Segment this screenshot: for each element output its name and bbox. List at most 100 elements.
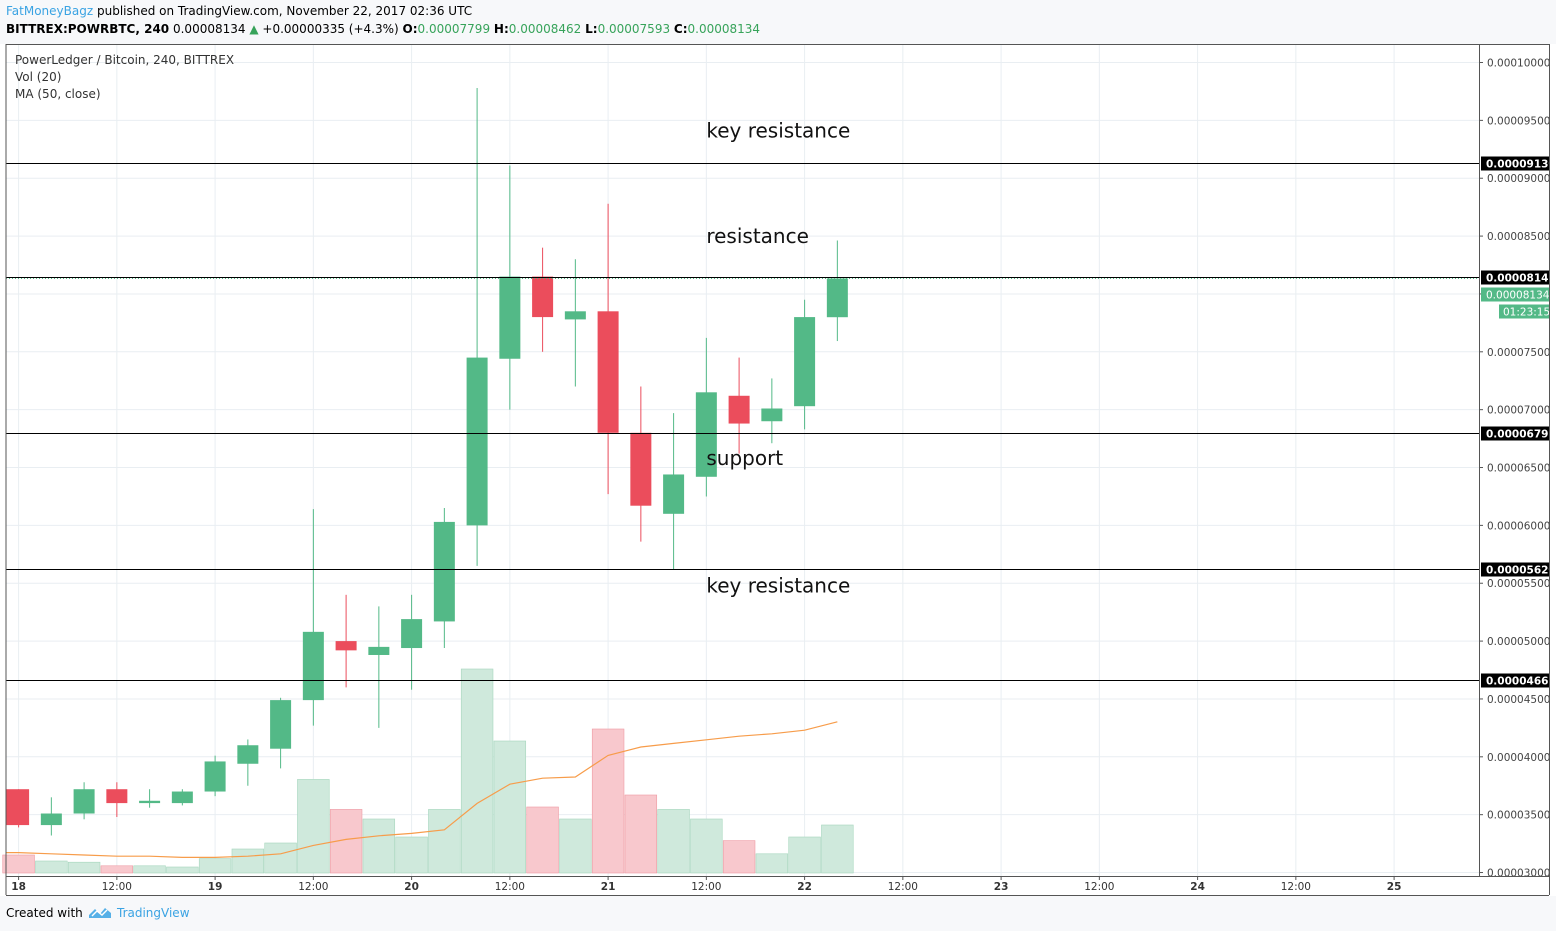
open-label: O: — [402, 22, 418, 36]
price-axis-background — [1479, 44, 1549, 876]
candle-body — [270, 700, 292, 749]
candle-body — [663, 474, 685, 514]
volume-bar — [559, 818, 592, 874]
candle-body — [499, 276, 521, 359]
candle-body — [826, 278, 848, 318]
high-label: H: — [493, 22, 509, 36]
candle-body — [630, 432, 652, 506]
candle-body — [597, 311, 619, 433]
volume-bar — [133, 865, 166, 874]
ma-legend: MA (50, close) — [15, 87, 101, 101]
volume-bar — [166, 866, 199, 874]
x-axis-tick-label: 12:00 — [1281, 881, 1311, 893]
candle-body — [695, 392, 717, 477]
volume-bar — [690, 818, 723, 874]
candle-body — [335, 641, 357, 651]
x-axis-tick-label: 21 — [601, 881, 616, 893]
chart-header: FatMoneyBagz published on TradingView.co… — [0, 0, 1556, 44]
symbol-label: BITTREX:POWRBTC, 240 — [6, 22, 170, 36]
countdown-tag-label: 01:23:15 — [1503, 307, 1550, 319]
chart-annotation-text: resistance — [706, 224, 809, 248]
y-axis-tick-label: 0.00003500 — [1487, 810, 1550, 822]
chart-title: PowerLedger / Bitcoin, 240, BITTREX — [15, 53, 235, 67]
low-value: 0.00007593 — [597, 22, 671, 36]
y-axis-tick-label: 0.00006500 — [1487, 463, 1550, 475]
up-arrow-icon: ▲ — [249, 22, 259, 36]
tradingview-logo-icon[interactable] — [88, 905, 112, 919]
candle-body — [6, 789, 30, 826]
y-axis-tick-label: 0.00010000 — [1487, 58, 1550, 70]
chart-annotation-text: key resistance — [706, 573, 850, 597]
volume-bar — [428, 809, 461, 874]
plot-background — [0, 44, 1556, 876]
candle-body — [106, 789, 128, 804]
volume-bar — [493, 740, 527, 874]
y-axis-tick-label: 0.00009000 — [1487, 173, 1550, 185]
author-link[interactable]: FatMoneyBagz — [6, 4, 94, 18]
volume-bar — [100, 865, 134, 874]
level-price-tag — [1481, 562, 1549, 577]
volume-bar — [395, 836, 428, 874]
volume-bar — [755, 853, 789, 874]
level-price-tag-label: 0.00006797 — [1486, 429, 1556, 441]
volume-bar — [788, 836, 821, 874]
x-axis-tick-label: 18 — [11, 881, 26, 893]
candle-body — [532, 276, 554, 318]
volume-bar — [297, 779, 330, 874]
volume-bar — [657, 809, 690, 874]
candle-body — [466, 357, 488, 526]
y-axis-tick-label: 0.00009500 — [1487, 115, 1550, 127]
x-axis-tick-label: 22 — [797, 881, 812, 893]
candle-body — [401, 619, 423, 649]
candle-body — [794, 317, 816, 407]
candle-body — [171, 791, 193, 804]
volume-bar — [231, 848, 265, 874]
close-value: 0.00008134 — [687, 22, 761, 36]
y-axis-tick-label: 0.00006000 — [1487, 520, 1550, 532]
published-text: published on TradingView.com, November 2… — [96, 4, 473, 18]
volume-bar — [821, 824, 854, 874]
last-price-tag-label: 0.00008134 — [1486, 290, 1550, 302]
x-axis-tick-label: 20 — [404, 881, 419, 893]
candle-body — [564, 311, 586, 320]
volume-bar — [591, 728, 625, 874]
level-price-tag — [1481, 426, 1549, 441]
candle-body — [73, 789, 95, 814]
x-axis-tick-label: 24 — [1190, 881, 1205, 893]
y-axis-tick-label: 0.00004500 — [1487, 694, 1550, 706]
price-change: +0.00000335 (+4.3%) — [262, 22, 399, 36]
level-price-tag-label: 0.00005620 — [1486, 565, 1556, 577]
countdown-tag — [1499, 304, 1549, 319]
candle-body — [204, 761, 226, 792]
y-axis-tick-label: 0.00008500 — [1487, 231, 1550, 243]
x-axis-tick-label: 23 — [994, 881, 1009, 893]
volume-bar — [624, 794, 658, 874]
candle-body — [139, 800, 161, 804]
volume-bar — [526, 806, 559, 874]
tradingview-link[interactable]: TradingView — [117, 906, 190, 920]
low-label: L: — [585, 22, 598, 36]
volume-bar — [198, 858, 232, 874]
x-axis-tick-label: 19 — [208, 881, 223, 893]
close-label: C: — [673, 22, 688, 36]
x-axis-tick-label: 25 — [1387, 881, 1402, 893]
level-price-tag — [1481, 156, 1549, 171]
last-price: 0.00008134 — [172, 22, 246, 36]
ohlc-line: BITTREX:POWRBTC, 240 0.00008134 ▲ +0.000… — [6, 22, 760, 36]
candle-body — [237, 745, 259, 764]
ma-line — [6, 721, 838, 859]
level-price-tag-label: 0.00008147 — [1486, 273, 1556, 285]
volume-bar — [35, 860, 68, 874]
y-axis-tick-label: 0.00007500 — [1487, 347, 1550, 359]
level-price-tag — [1481, 270, 1549, 285]
candle-body — [368, 646, 390, 655]
chart-annotation-text: support — [706, 446, 783, 470]
candle-body — [761, 408, 783, 422]
volume-bar — [460, 668, 494, 874]
publish-line: FatMoneyBagz published on TradingView.co… — [6, 4, 472, 18]
level-price-tag-label: 0.00009130 — [1486, 159, 1556, 171]
x-axis-tick-label: 12:00 — [102, 881, 132, 893]
volume-bar — [362, 818, 396, 874]
x-axis-tick-label: 12:00 — [888, 881, 918, 893]
